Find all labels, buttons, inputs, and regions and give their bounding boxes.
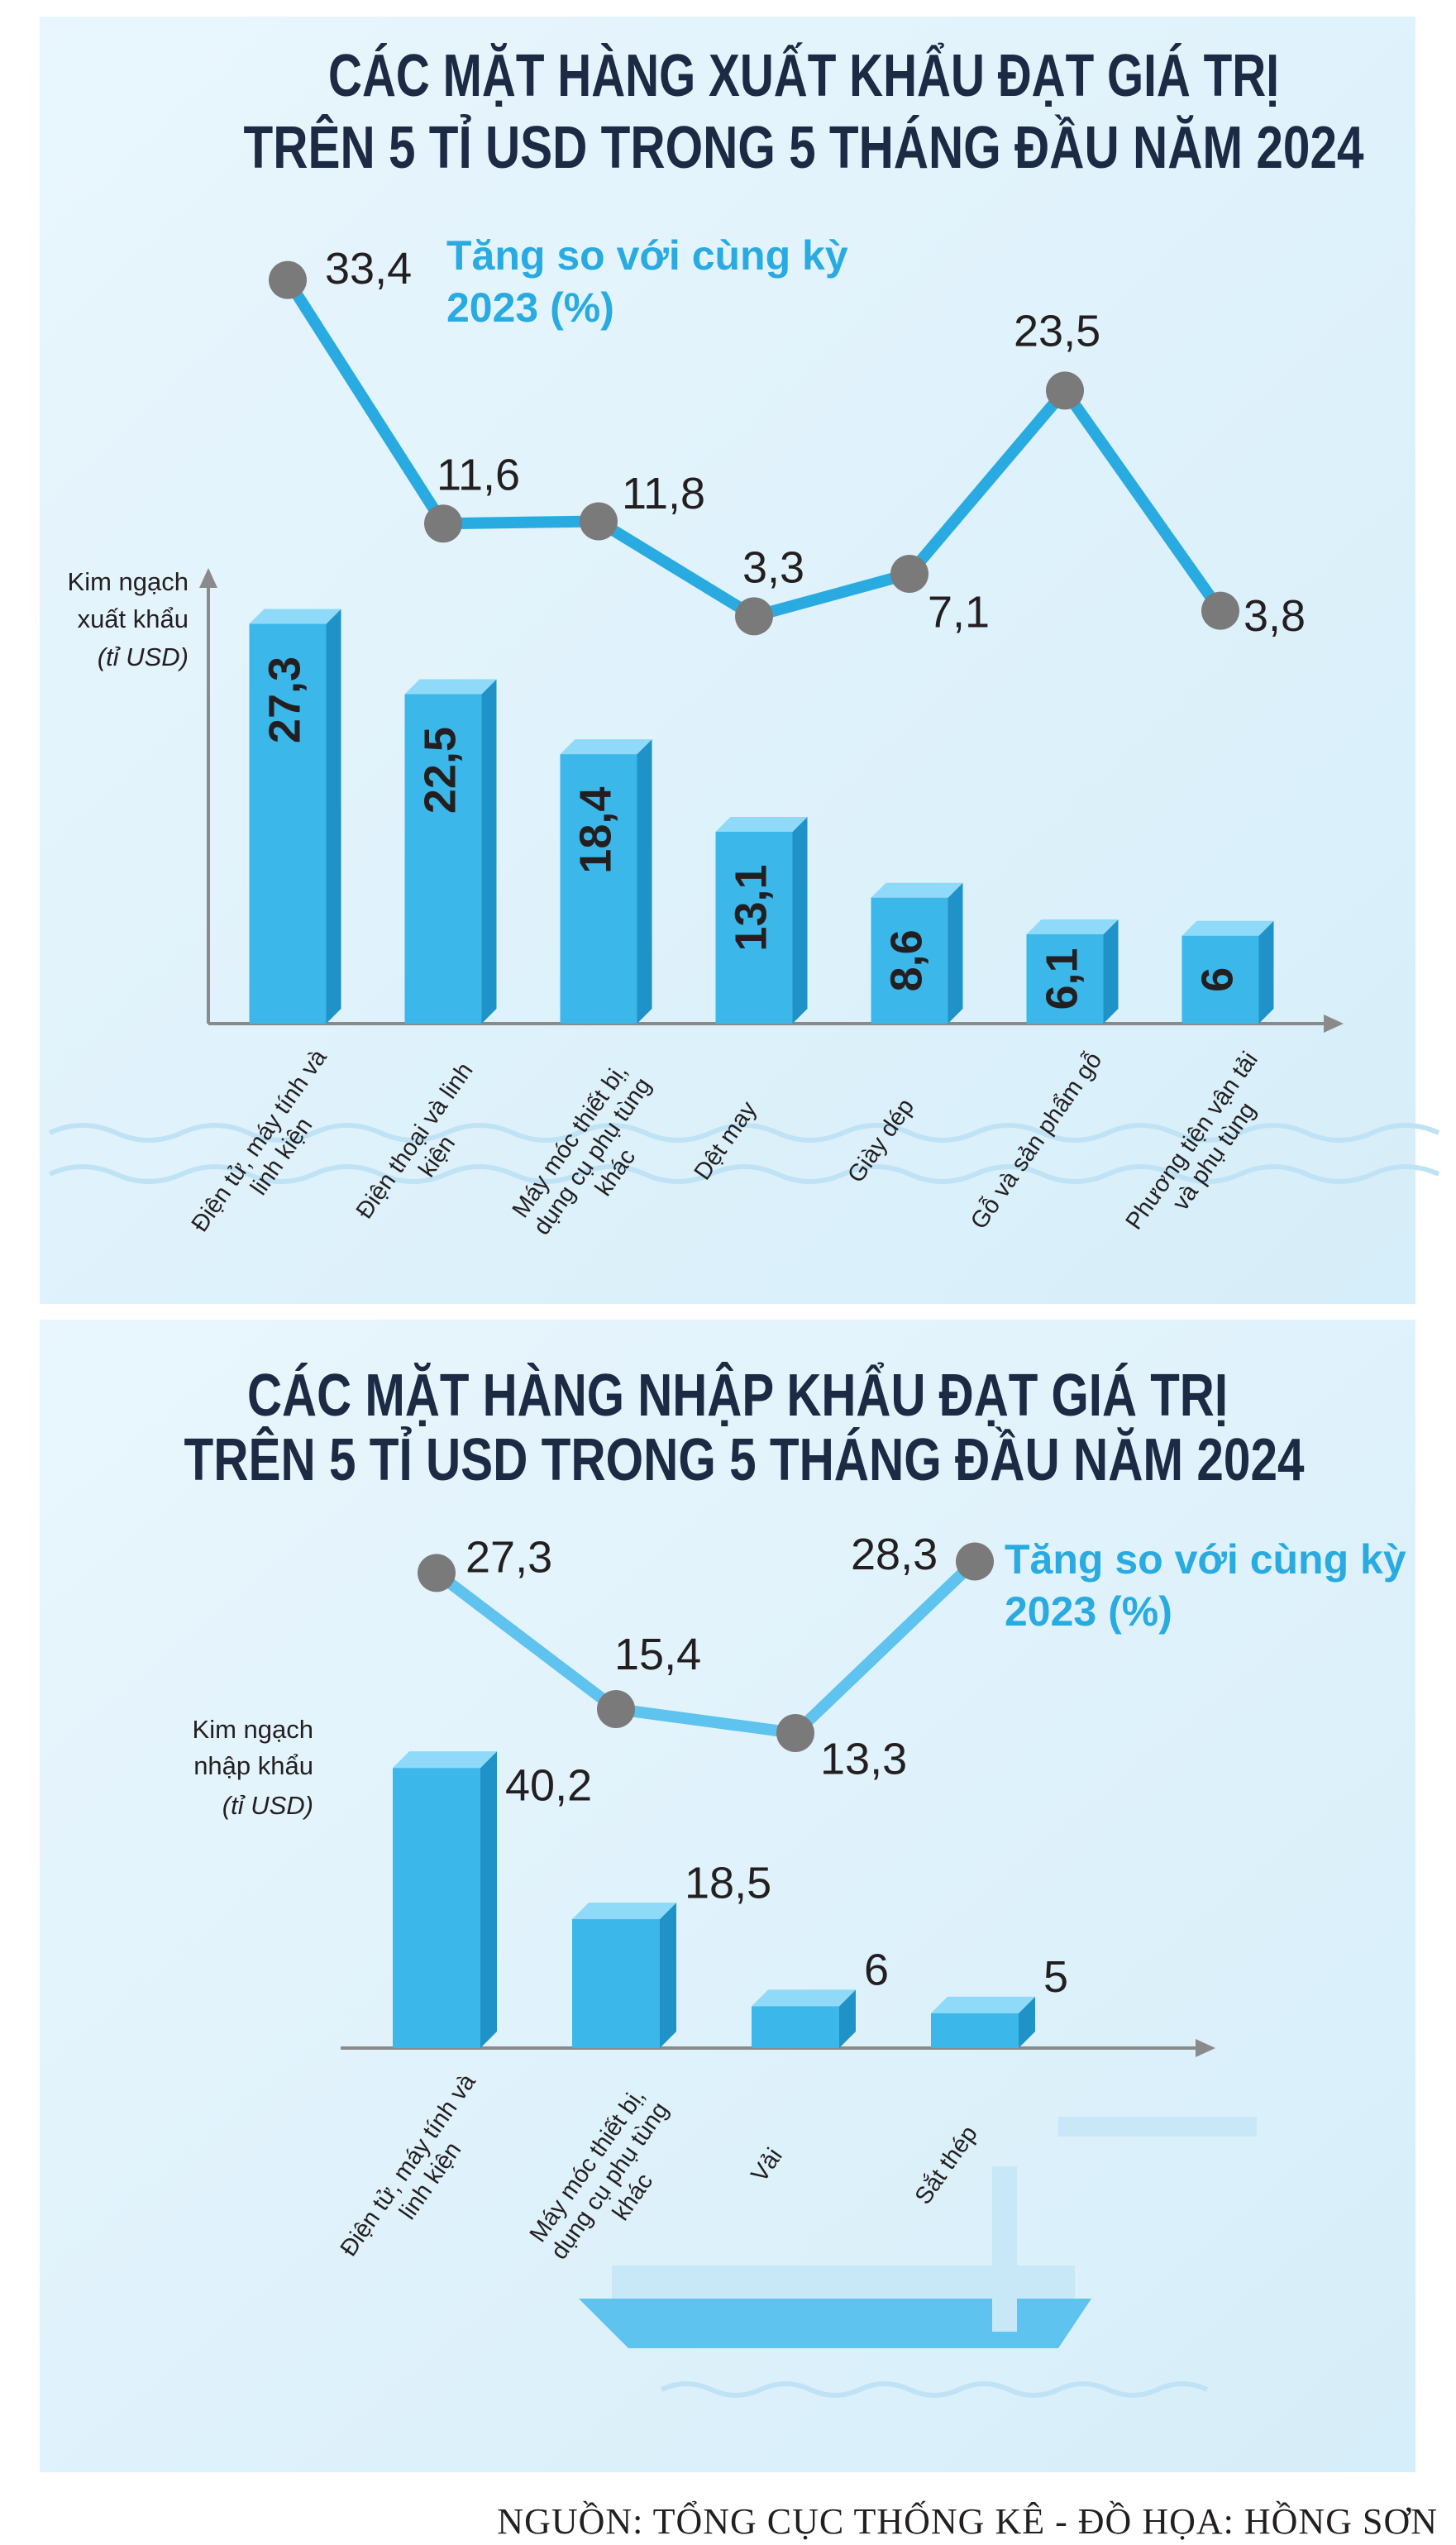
legend-entry: Tăng so với cùng kỳ 2023 (%) — [1005, 1536, 1406, 1635]
bar-top — [393, 1751, 497, 1769]
source: NGUỒN: TỔNG CỤC THỐNG KÊ - ĐỒ HỌA: HỒNG … — [497, 2501, 1438, 2542]
bar-top — [249, 609, 341, 624]
port-decoration — [579, 2117, 1257, 2348]
line-point — [735, 597, 773, 636]
y-axis-arrow — [199, 568, 217, 588]
chart-title: CÁC MẶT HÀNG XUẤT KHẨU ĐẠT GIÁ TRỊ — [328, 42, 1279, 109]
bar-top — [1026, 919, 1119, 934]
bar-value-label: 18,4 — [570, 787, 620, 874]
bar — [1182, 935, 1259, 1024]
bar-side — [660, 1903, 676, 2048]
line-value-label: 28,3 — [851, 1530, 938, 1579]
bar — [249, 623, 327, 1024]
bar-top — [404, 679, 497, 695]
bar-top — [871, 882, 963, 898]
bar-side — [792, 817, 808, 1024]
line-point — [890, 555, 928, 594]
water-decoration — [48, 1123, 1440, 2398]
line-point — [956, 1542, 994, 1581]
x-axis-arrow — [1324, 1015, 1344, 1033]
bar-side — [1103, 919, 1119, 1024]
bar — [1026, 933, 1104, 1024]
bar-top — [572, 1903, 676, 1920]
bar-value-label: 22,5 — [415, 727, 465, 814]
line-series — [432, 1557, 979, 1740]
bar — [752, 2006, 839, 2048]
line-value-label: 11,6 — [437, 450, 520, 499]
legend-entry: Tăng so với cùng kỳ 2023 (%) — [446, 232, 848, 331]
bar-value-label: 40,2 — [505, 1760, 592, 1810]
bar-top — [715, 817, 808, 833]
bar — [572, 1919, 660, 2048]
line-value-label: 33,4 — [325, 244, 412, 294]
bar-value-label: 6,1 — [1037, 948, 1086, 1010]
bar-side — [480, 1751, 497, 2048]
bar-value-label: 6 — [1192, 967, 1242, 992]
x-axis-arrow — [1196, 2039, 1215, 2057]
bar-top — [1182, 920, 1274, 936]
line-point — [1201, 591, 1239, 630]
bar — [715, 832, 793, 1024]
bar-side — [637, 739, 652, 1024]
bar-side — [839, 1989, 856, 2048]
bar-value-label: 8,6 — [881, 929, 931, 991]
bar-value-label: 27,3 — [260, 657, 309, 743]
line-point — [269, 260, 307, 299]
line-value-label: 3,8 — [1244, 591, 1306, 641]
bar-value-label: 6 — [864, 1946, 889, 1995]
chart-title: CÁC MẶT HÀNG NHẬP KHẨU ĐẠT GIÁ TRỊ — [247, 1362, 1228, 1429]
line-value-label: 7,1 — [928, 587, 990, 637]
line-point — [424, 504, 462, 543]
y-axis-label: (tỉ USD) — [222, 1791, 313, 1820]
bar-value-label: 5 — [1043, 1952, 1068, 2002]
bar-top — [560, 739, 652, 755]
bar-side — [326, 609, 341, 1024]
chart-title: TRÊN 5 TỈ USD TRONG 5 THÁNG ĐẦU NĂM 2024 — [184, 1426, 1305, 1493]
y-axis-label: Kim ngạch — [68, 567, 189, 596]
bar — [393, 1768, 480, 2048]
line-value-label: 23,5 — [1014, 307, 1100, 356]
line-point — [418, 1554, 456, 1592]
y-axis-label: xuất khẩu — [78, 604, 189, 633]
bar-top — [752, 1989, 856, 2007]
line-value-label: 15,4 — [614, 1630, 701, 1679]
line-point — [580, 502, 618, 541]
line-value-label: 13,3 — [820, 1734, 907, 1783]
bar — [404, 694, 482, 1024]
line-value-label: 3,3 — [742, 543, 804, 593]
line-value-label: 11,8 — [622, 469, 705, 518]
line-point — [1046, 371, 1084, 410]
line-point — [597, 1689, 635, 1728]
bar-value-label: 13,1 — [726, 864, 776, 951]
bar-value-label: 18,5 — [685, 1858, 771, 1908]
bar-side — [481, 679, 497, 1024]
y-axis-label: Kim ngạch — [193, 1715, 313, 1744]
y-axis-label: (tỉ USD) — [98, 642, 189, 671]
bar-top — [931, 1996, 1035, 2013]
bar-side — [948, 882, 963, 1024]
bar — [931, 2013, 1019, 2048]
bar-side — [1019, 1996, 1035, 2048]
chart-title: TRÊN 5 TỈ USD TRONG 5 THÁNG ĐẦU NĂM 2024 — [244, 114, 1364, 181]
bar — [871, 897, 948, 1024]
bar — [560, 754, 637, 1024]
line-point — [776, 1714, 814, 1753]
y-axis-label: nhập khẩu — [193, 1751, 313, 1780]
bar-side — [1258, 920, 1274, 1024]
line-value-label: 27,3 — [465, 1533, 552, 1583]
